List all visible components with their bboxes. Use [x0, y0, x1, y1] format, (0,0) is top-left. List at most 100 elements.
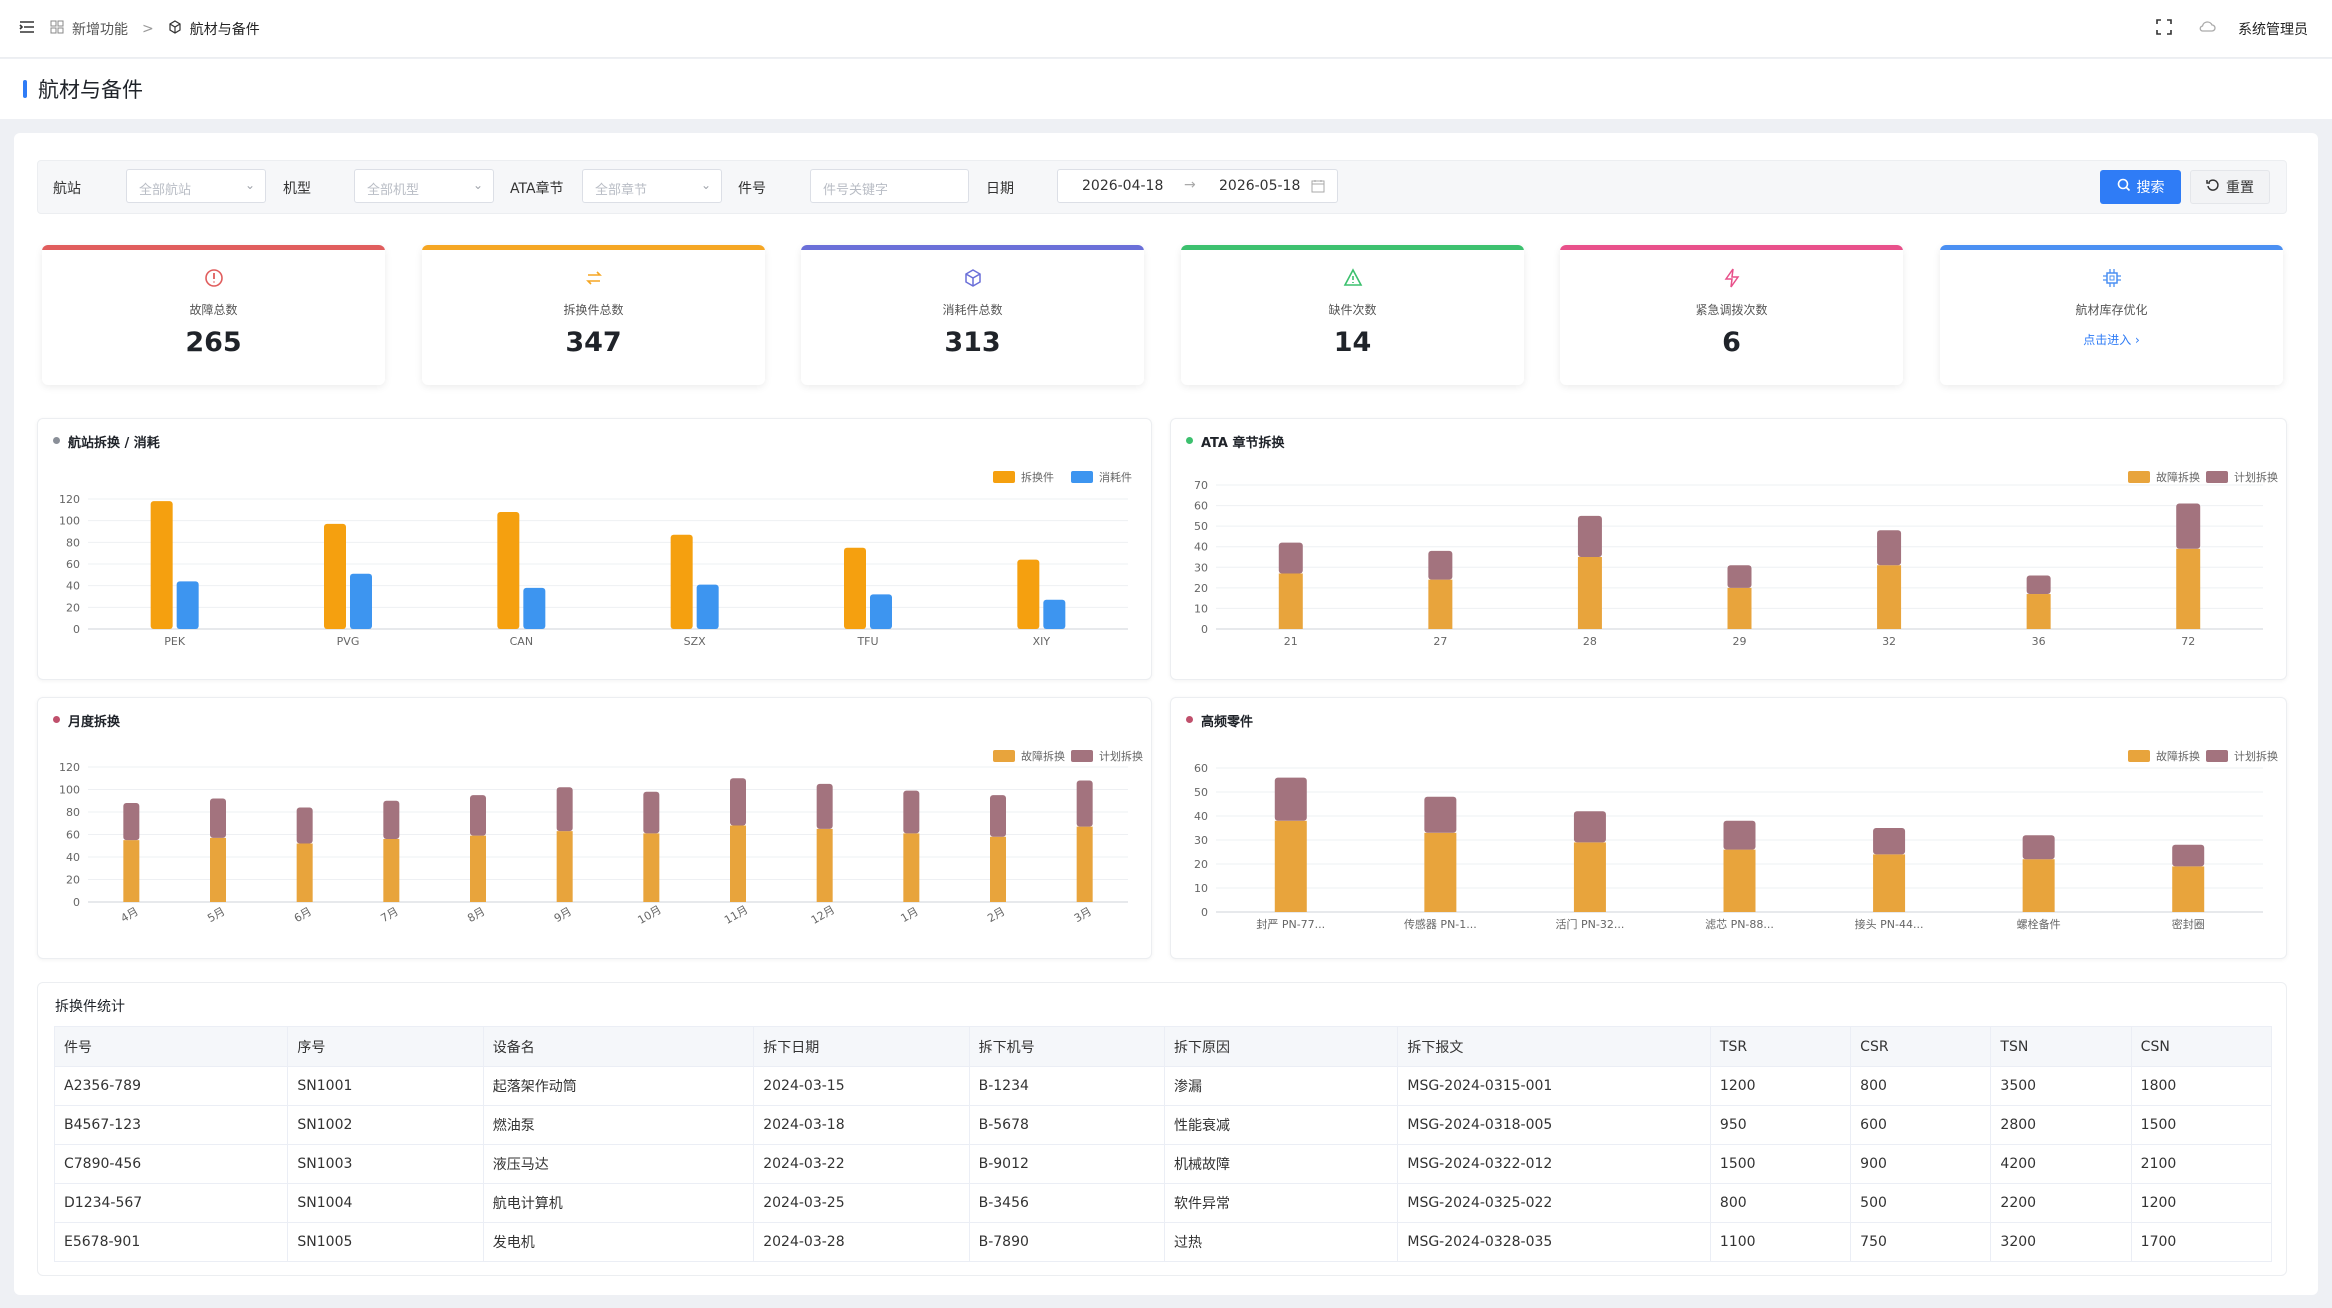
bar-segment: [470, 835, 486, 902]
calendar-icon: [1311, 179, 1325, 197]
model-placeholder: 全部机型: [367, 183, 420, 198]
table-row[interactable]: A2356-789 SN1001 起落架作动筒 2024-03-15 B-1234 渗漏 M…: [53, 1066, 2273, 1106]
table-cell: C7890-456: [53, 1144, 289, 1184]
stat-label: 航材库存优化: [2075, 303, 2148, 317]
y-tick-label: 0: [73, 623, 80, 636]
stat-label: 消耗件总数: [942, 303, 1003, 317]
stat-card-accent: [801, 245, 1144, 250]
bar-segment: [1076, 826, 1093, 902]
table-row[interactable]: C7890-456 SN1003 液压马达 2024-03-22 B-9012 机械故障 M…: [53, 1144, 2273, 1184]
bar: [324, 523, 346, 629]
table-row[interactable]: B4567-123 SN1002 燃油泵 2024-03-18 B-5678 性能衰减 MS…: [53, 1105, 2273, 1145]
table-cell: 800: [1850, 1066, 1992, 1106]
stat-card: 故障总数 265: [42, 245, 385, 385]
table-cell: 2024-03-15: [753, 1066, 970, 1106]
bar-segment: [556, 787, 573, 832]
date-end[interactable]: 2026-05-18: [1219, 178, 1301, 194]
table-row[interactable]: D1234-567 SN1004 航电计算机 2024-03-25 B-3456 软件异常…: [53, 1183, 2273, 1223]
stat-card[interactable]: 航材库存优化 点击进入 ›: [1940, 245, 2283, 385]
cloud-icon[interactable]: [2198, 19, 2216, 33]
model-select[interactable]: 全部机型 ⌄: [354, 169, 494, 203]
title-accent: [23, 80, 27, 98]
table-cell: 1700: [2130, 1222, 2273, 1262]
bar-segment: [1723, 820, 1756, 850]
monthly-chart-card: 月度拆换 故障拆换 计划拆换 0 20 40 60 80 100 120 4月 5月 6月 7月 8月 9月…: [37, 697, 1152, 959]
breadcrumb-parent[interactable]: 新增功能: [72, 22, 128, 38]
ata-label: ATA章节: [510, 181, 564, 197]
x-tick-label: 5月: [205, 905, 227, 925]
y-tick-label: 70: [1194, 479, 1208, 492]
enter-link[interactable]: 点击进入 ›: [2083, 333, 2140, 347]
chip-icon: [1940, 267, 2283, 289]
y-tick-label: 30: [1194, 834, 1208, 847]
reset-button-label: 重置: [2226, 180, 2254, 196]
model-label: 机型: [283, 181, 311, 197]
date-range-picker[interactable]: 2026-04-18 → 2026-05-18: [1057, 169, 1338, 203]
stat-card: 缺件次数 14: [1181, 245, 1524, 385]
ata-placeholder: 全部章节: [595, 183, 648, 198]
table-cell: 750: [1850, 1222, 1992, 1262]
bar-segment: [2176, 548, 2201, 629]
y-tick-label: 0: [73, 896, 80, 909]
stat-card-accent: [1181, 245, 1524, 250]
legend-swatch: [2206, 471, 2228, 483]
table-cell: MSG-2024-0315-001: [1397, 1066, 1711, 1106]
x-tick-label: 活门 PN-32...: [1556, 917, 1625, 931]
y-tick-label: 100: [59, 515, 80, 528]
station-select[interactable]: 全部航站 ⌄: [126, 169, 266, 203]
table-cell: 800: [1709, 1183, 1852, 1223]
cube-icon: [168, 20, 182, 38]
legend-label: 故障拆换: [2156, 749, 2200, 763]
x-tick-label: 29: [1733, 635, 1747, 648]
stat-card-accent: [422, 245, 765, 250]
table-row[interactable]: E5678-901 SN1005 发电机 2024-03-28 B-7890 过热 MSG-…: [53, 1222, 2273, 1262]
x-tick-label: 封严 PN-77...: [1256, 917, 1325, 931]
stat-value: 6: [1722, 327, 1741, 358]
column-header: 件号: [53, 1026, 289, 1067]
station-placeholder: 全部航站: [139, 183, 192, 198]
reset-button[interactable]: 重置: [2190, 170, 2270, 204]
bar-segment: [556, 831, 573, 902]
bar-segment: [2022, 859, 2055, 912]
ata-bar-chart: 故障拆换 计划拆换 0 10 20 30 40 50 60 70 21 27 28 29 32 36 72: [1194, 470, 2278, 648]
bar-segment: [1573, 811, 1606, 843]
chart-title: 高频零件: [1201, 715, 1254, 730]
table-cell: 过热: [1163, 1222, 1399, 1262]
bar-segment: [210, 837, 226, 902]
box-icon: [801, 267, 1144, 289]
bar-segment: [2172, 844, 2205, 867]
legend-swatch: [1071, 750, 1093, 762]
legend-label: 故障拆换: [1021, 749, 1065, 763]
bar-segment: [470, 795, 486, 836]
stat-card: 拆换件总数 347: [422, 245, 765, 385]
y-tick-label: 20: [1194, 858, 1208, 871]
column-header: 拆下机号: [968, 1026, 1165, 1067]
chart-title-dot: [1186, 716, 1193, 723]
ata-select[interactable]: 全部章节 ⌄: [582, 169, 722, 203]
search-button[interactable]: 搜索: [2100, 170, 2181, 204]
stat-label: 缺件次数: [1328, 303, 1377, 317]
menu-toggle-icon[interactable]: [18, 18, 36, 36]
part-placeholder: 件号关键字: [823, 183, 889, 198]
bar: [870, 594, 892, 629]
bar-segment: [1428, 550, 1453, 580]
bar-segment: [1577, 515, 1602, 557]
date-label: 日期: [986, 181, 1014, 197]
table-cell: B4567-123: [53, 1105, 289, 1145]
legend-swatch: [2206, 750, 2228, 762]
part-input[interactable]: 件号关键字: [810, 169, 969, 203]
fullscreen-icon[interactable]: [2156, 19, 2172, 35]
date-start[interactable]: 2026-04-18: [1082, 178, 1164, 194]
bar-segment: [1877, 565, 1902, 629]
y-tick-label: 10: [1194, 882, 1208, 895]
chevron-down-icon: ⌄: [472, 178, 483, 192]
table-cell: SN1003: [287, 1144, 484, 1184]
x-tick-label: 7月: [379, 905, 401, 925]
station-chart-card: 航站拆换 / 消耗 拆换件 消耗件 0 20 40 60 80 100 120 PEK PVG CAN…: [37, 418, 1152, 680]
x-tick-label: TFU: [856, 635, 878, 648]
user-name[interactable]: 系统管理员: [2238, 22, 2308, 38]
table-cell: 950: [1709, 1105, 1852, 1145]
bar-segment: [1076, 780, 1093, 827]
y-tick-label: 60: [1194, 762, 1208, 775]
breadcrumb-separator: >: [142, 21, 154, 37]
